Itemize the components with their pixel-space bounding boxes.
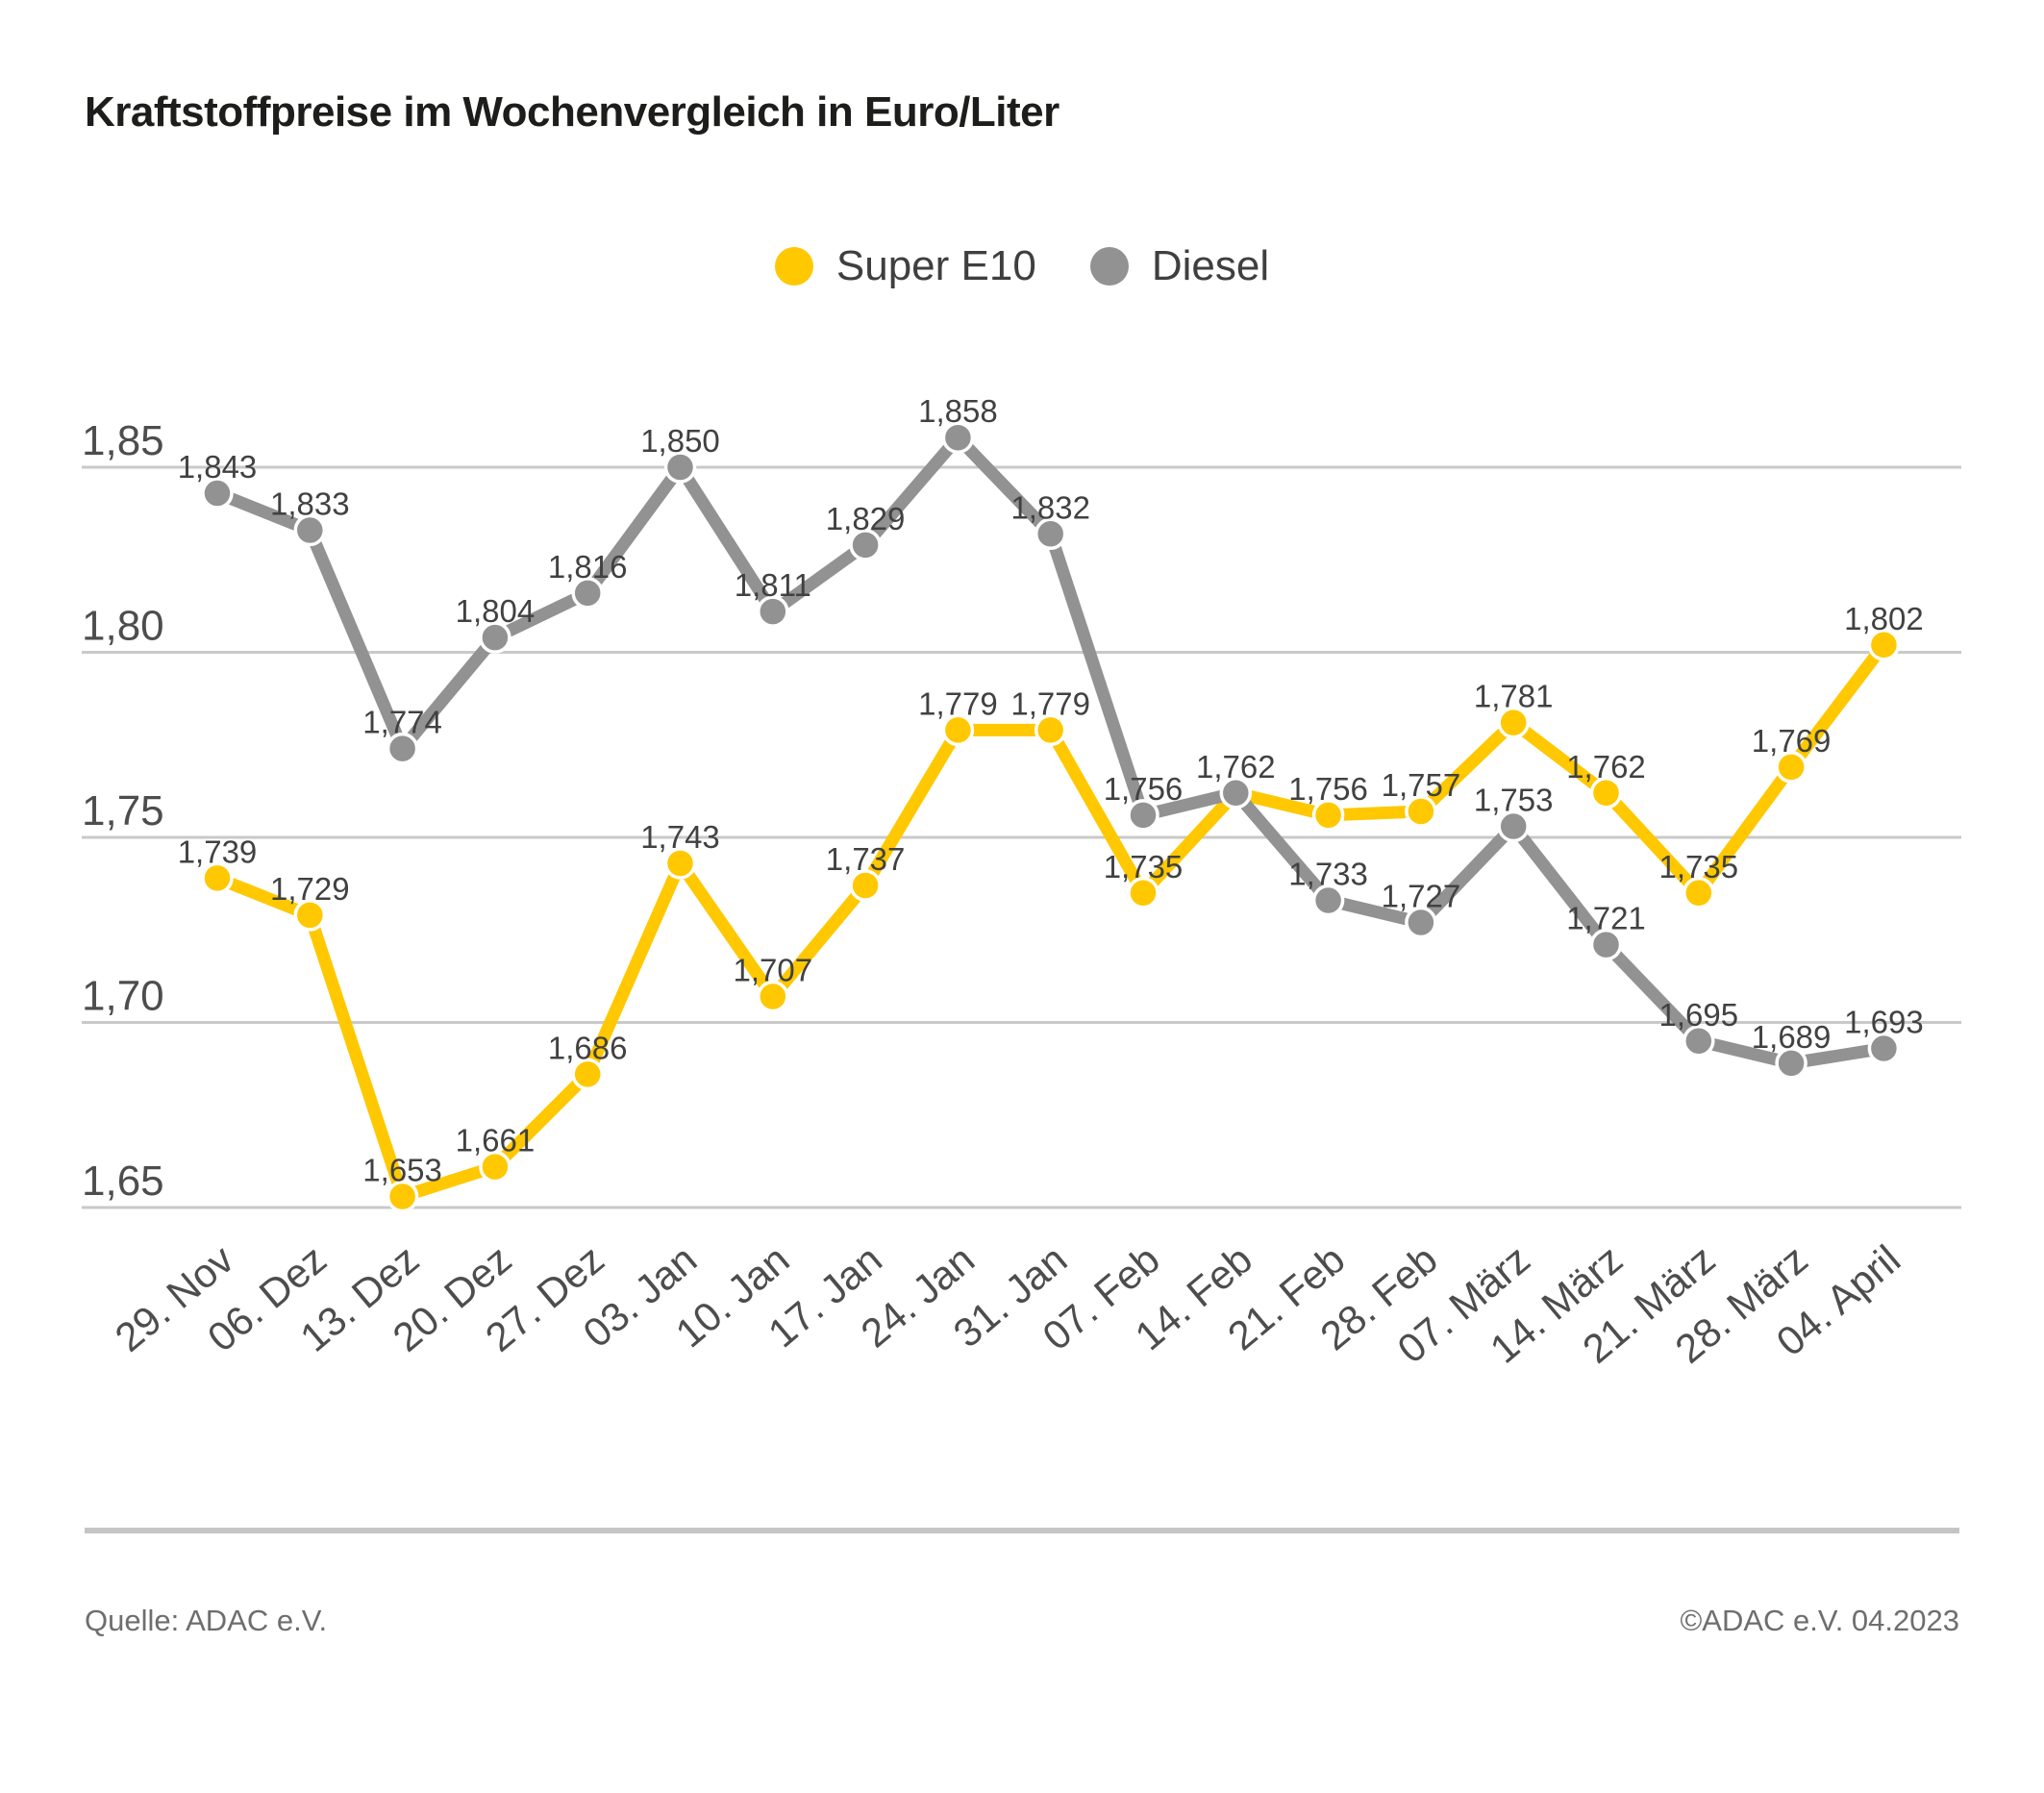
diesel-point-14	[1497, 809, 1530, 843]
super-e10-value-label-15: 1,762	[1566, 749, 1646, 784]
super-e10-value-label-6: 1,707	[734, 953, 813, 988]
series-diesel	[201, 421, 1901, 1080]
diesel-point-2	[386, 732, 419, 765]
super-e10-value-label-10: 1,735	[1104, 849, 1184, 884]
diesel-value-label-4: 1,816	[548, 549, 628, 585]
super-e10-value-label-17: 1,769	[1752, 723, 1832, 759]
super-e10-point-16	[1683, 877, 1715, 909]
y-tick-label-3: 1,70	[82, 973, 164, 1020]
super-e10-point-5	[663, 847, 697, 880]
super-e10-point-8	[941, 713, 975, 747]
diesel-value-label-11: 1,762	[1196, 749, 1276, 784]
super-e10-value-label-7: 1,737	[826, 841, 906, 877]
diesel-value-label-14: 1,753	[1474, 782, 1554, 817]
super-e10-value-label-1: 1,729	[270, 871, 350, 907]
super-e10-point-0	[201, 861, 234, 895]
diesel-point-1	[293, 513, 327, 547]
super-e10-value-label-0: 1,739	[178, 834, 258, 869]
legend-label-diesel: Diesel	[1151, 242, 1270, 289]
diesel-point-17	[1775, 1047, 1807, 1080]
diesel-value-label-15: 1,721	[1566, 901, 1646, 936]
diesel-point-5	[663, 451, 697, 484]
super-e10-point-12	[1311, 799, 1345, 832]
super-e10-point-4	[571, 1058, 604, 1091]
legend-dot-diesel-icon	[1089, 247, 1129, 286]
diesel-point-9	[1034, 517, 1067, 551]
series-super-e10	[201, 629, 1901, 1213]
diesel-value-label-16: 1,695	[1659, 997, 1739, 1033]
diesel-value-label-9: 1,832	[1010, 489, 1090, 525]
diesel-value-label-13: 1,727	[1382, 879, 1461, 914]
super-e10-value-label-5: 1,743	[640, 819, 720, 855]
super-e10-point-9	[1034, 713, 1067, 747]
super-e10-point-2	[386, 1180, 419, 1213]
diesel-point-0	[201, 477, 234, 510]
legend-item-super-e10: Super E10	[774, 242, 1036, 290]
super-e10-value-label-14: 1,781	[1474, 679, 1554, 714]
chart-title: Kraftstoffpreise im Wochenvergleich in E…	[85, 88, 1059, 136]
super-e10-point-13	[1405, 795, 1437, 828]
diesel-point-18	[1867, 1032, 1901, 1065]
diesel-value-label-6: 1,811	[735, 567, 811, 603]
super-e10-value-label-18: 1,802	[1844, 601, 1924, 636]
super-e10-value-label-16: 1,735	[1659, 849, 1739, 884]
footer: Quelle: ADAC e.V. ©ADAC e.V. 04.2023	[85, 1604, 1959, 1638]
super-e10-point-18	[1867, 629, 1901, 661]
source-note: Quelle: ADAC e.V.	[85, 1604, 328, 1637]
y-tick-label-0: 1,85	[82, 417, 164, 464]
super-e10-value-label-4: 1,686	[548, 1030, 628, 1065]
diesel-point-10	[1127, 799, 1159, 832]
value-labels-diesel: 1,843 1,833 1,774 1,804 1,816 1,850 1,811 1,829…	[178, 393, 1924, 1055]
diesel-value-label-17: 1,689	[1752, 1019, 1832, 1055]
diesel-point-13	[1405, 906, 1437, 939]
diesel-value-label-3: 1,804	[456, 593, 536, 629]
super-e10-point-14	[1497, 706, 1530, 739]
diesel-point-6	[757, 595, 789, 628]
super-e10-value-label-8: 1,779	[918, 685, 998, 721]
super-e10-point-10	[1127, 877, 1159, 909]
diesel-value-label-7: 1,829	[826, 501, 906, 536]
value-labels-super-e10: 1,739 1,729 1,653 1,661 1,686 1,743 1,707 1,737…	[178, 601, 1924, 1188]
diesel-point-3	[479, 621, 511, 654]
y-axis-labels: 1,85 1,80 1,75 1,70 1,65	[82, 417, 164, 1205]
diesel-point-11	[1219, 777, 1253, 809]
diesel-value-label-10: 1,756	[1104, 771, 1184, 807]
super-e10-point-15	[1589, 777, 1623, 809]
diesel-value-label-1: 1,833	[270, 486, 350, 521]
diesel-point-15	[1589, 928, 1623, 961]
diesel-value-label-18: 1,693	[1844, 1004, 1924, 1039]
super-e10-value-label-13: 1,757	[1382, 767, 1461, 803]
diesel-value-label-8: 1,858	[918, 393, 998, 429]
legend-item-diesel: Diesel	[1089, 242, 1270, 290]
legend: Super E10 Diesel	[0, 242, 2044, 290]
diesel-value-label-0: 1,843	[178, 449, 258, 485]
diesel-point-12	[1311, 884, 1345, 917]
super-e10-point-1	[293, 899, 327, 932]
super-e10-point-6	[757, 980, 789, 1013]
diesel-point-16	[1683, 1025, 1715, 1058]
y-tick-label-4: 1,65	[82, 1158, 164, 1205]
diesel-point-8	[941, 421, 975, 454]
super-e10-value-label-3: 1,661	[456, 1123, 536, 1158]
super-e10-point-17	[1775, 751, 1807, 784]
diesel-value-label-2: 1,774	[362, 705, 442, 740]
footer-divider	[85, 1528, 1959, 1533]
super-e10-value-label-2: 1,653	[362, 1152, 442, 1187]
super-e10-value-label-12: 1,756	[1288, 771, 1368, 807]
super-e10-point-3	[479, 1150, 511, 1183]
y-tick-label-1: 1,80	[82, 603, 164, 650]
diesel-value-label-5: 1,850	[640, 423, 720, 459]
diesel-value-label-12: 1,733	[1288, 856, 1368, 891]
legend-dot-super-e10-icon	[774, 247, 813, 286]
legend-label-super-e10: Super E10	[835, 242, 1036, 289]
y-tick-label-2: 1,75	[82, 787, 164, 834]
copyright-note: ©ADAC e.V. 04.2023	[1680, 1604, 1959, 1637]
super-e10-value-label-9: 1,779	[1010, 685, 1090, 721]
diesel-point-7	[849, 529, 882, 561]
super-e10-point-7	[849, 869, 882, 902]
diesel-point-4	[571, 577, 604, 610]
